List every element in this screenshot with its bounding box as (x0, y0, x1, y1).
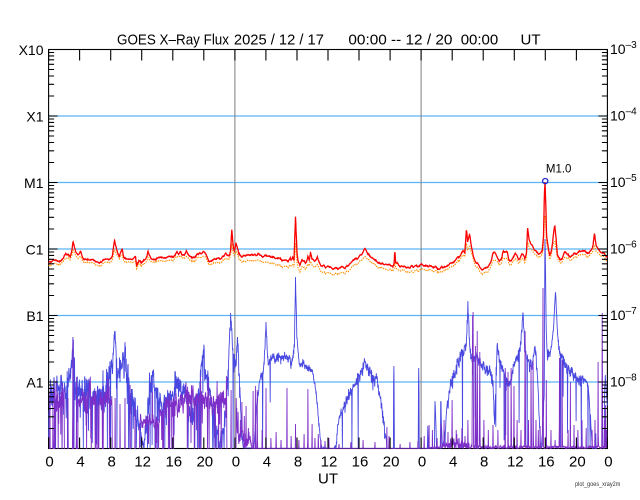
svg-text:8: 8 (480, 454, 488, 471)
svg-text:20: 20 (383, 454, 400, 471)
svg-text:M1.0: M1.0 (546, 164, 572, 176)
svg-text:B1: B1 (26, 308, 43, 324)
svg-text:X1: X1 (26, 108, 43, 124)
svg-text:4: 4 (76, 454, 84, 471)
svg-text:A1: A1 (26, 374, 43, 390)
svg-text:C1: C1 (26, 241, 44, 257)
svg-text:0: 0 (232, 454, 240, 471)
svg-text:4: 4 (263, 454, 271, 471)
svg-text:M1: M1 (24, 175, 44, 191)
svg-text:12: 12 (507, 454, 524, 471)
svg-text:X10: X10 (19, 42, 44, 58)
svg-text:4: 4 (449, 454, 457, 471)
svg-text:16: 16 (538, 454, 555, 471)
svg-text:20: 20 (569, 454, 586, 471)
svg-text:12: 12 (321, 454, 338, 471)
svg-text:16: 16 (352, 454, 369, 471)
svg-text:2025 / 12 / 17: 2025 / 12 / 17 (234, 32, 324, 49)
svg-text:00:00 -- 12 / 20: 00:00 -- 12 / 20 (348, 32, 452, 49)
svg-text:00:00: 00:00 (461, 32, 499, 49)
svg-text:UT: UT (521, 32, 541, 49)
svg-text:0: 0 (45, 454, 53, 471)
svg-text:8: 8 (108, 454, 116, 471)
svg-text:0: 0 (418, 454, 426, 471)
svg-text:8: 8 (294, 454, 302, 471)
svg-text:GOES X–Ray Flux: GOES X–Ray Flux (117, 32, 229, 49)
svg-text:12: 12 (134, 454, 151, 471)
svg-text:16: 16 (165, 454, 182, 471)
svg-text:UT: UT (318, 471, 338, 488)
svg-text:plot_goes_xray2m: plot_goes_xray2m (575, 481, 620, 488)
svg-text:20: 20 (196, 454, 213, 471)
svg-text:0: 0 (604, 454, 612, 471)
